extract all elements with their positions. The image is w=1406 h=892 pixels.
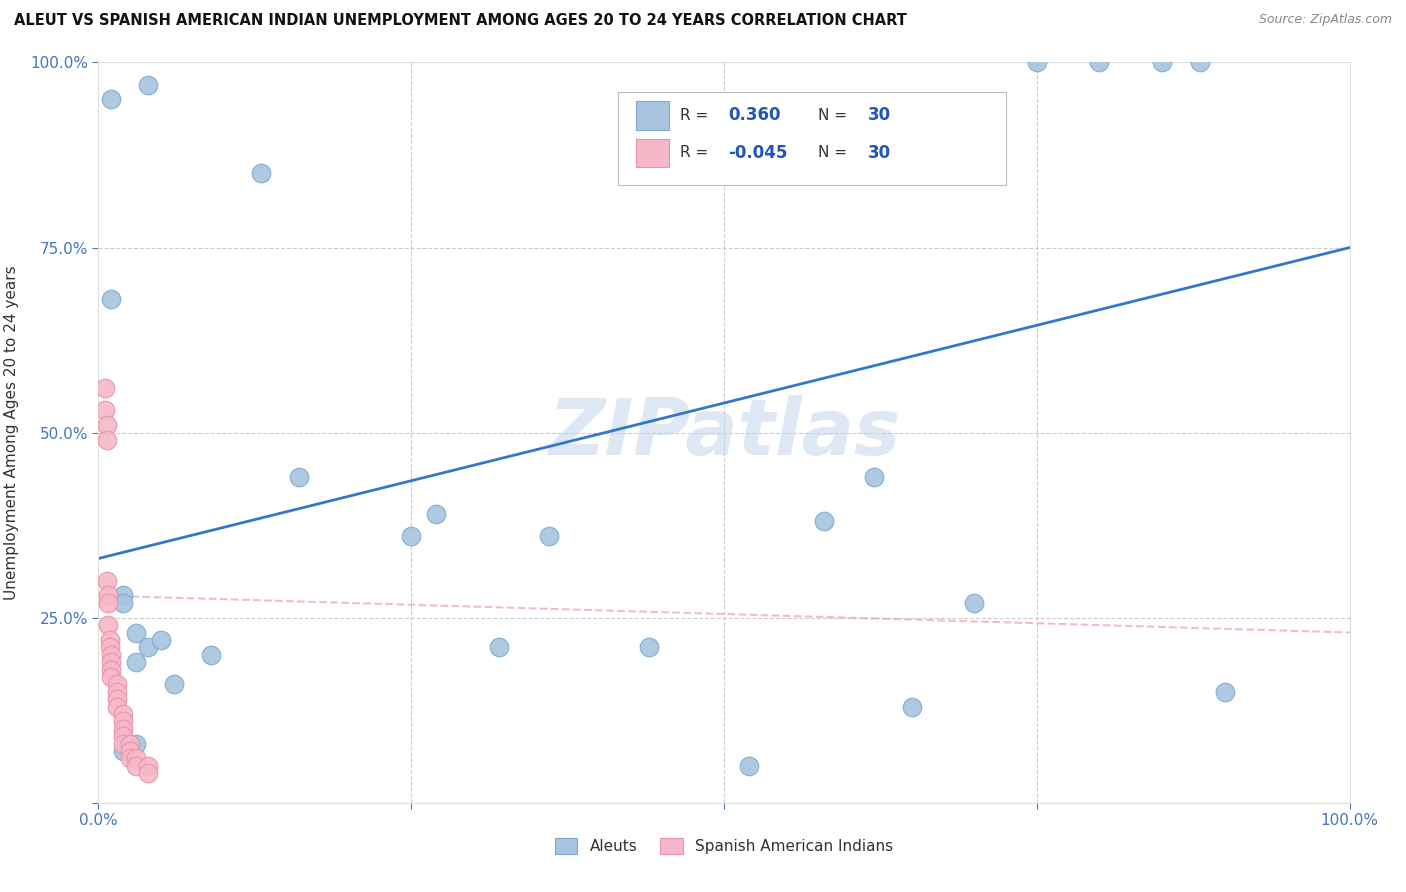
Point bbox=[96, 433, 118, 447]
Point bbox=[118, 737, 141, 751]
Point bbox=[105, 699, 128, 714]
Point bbox=[112, 722, 135, 736]
Point bbox=[138, 78, 160, 92]
Point bbox=[125, 625, 148, 640]
Point bbox=[97, 618, 120, 632]
Point bbox=[100, 670, 122, 684]
Point bbox=[138, 640, 160, 655]
Point bbox=[138, 758, 160, 772]
Point bbox=[105, 677, 128, 691]
Text: 0.360: 0.360 bbox=[728, 106, 780, 124]
Point bbox=[112, 706, 135, 721]
Point bbox=[488, 640, 510, 655]
Point bbox=[863, 470, 886, 484]
Point bbox=[100, 648, 122, 662]
Point bbox=[112, 714, 135, 729]
Point bbox=[96, 574, 118, 588]
Point bbox=[1026, 55, 1049, 70]
Point bbox=[963, 596, 986, 610]
Point bbox=[105, 692, 128, 706]
Text: ALEUT VS SPANISH AMERICAN INDIAN UNEMPLOYMENT AMONG AGES 20 TO 24 YEARS CORRELAT: ALEUT VS SPANISH AMERICAN INDIAN UNEMPLO… bbox=[14, 13, 907, 29]
Point bbox=[112, 589, 135, 603]
Point bbox=[93, 381, 115, 395]
Point bbox=[1088, 55, 1111, 70]
Point bbox=[150, 632, 173, 647]
Point bbox=[112, 596, 135, 610]
Point bbox=[97, 596, 120, 610]
Text: 30: 30 bbox=[868, 106, 891, 124]
Text: -0.045: -0.045 bbox=[728, 144, 787, 161]
Y-axis label: Unemployment Among Ages 20 to 24 years: Unemployment Among Ages 20 to 24 years bbox=[4, 265, 18, 600]
Point bbox=[97, 589, 120, 603]
Point bbox=[100, 655, 122, 669]
Point bbox=[738, 758, 761, 772]
Point bbox=[250, 166, 273, 180]
Point bbox=[900, 699, 922, 714]
Point bbox=[96, 418, 118, 433]
Point bbox=[287, 470, 309, 484]
Text: R =: R = bbox=[681, 108, 713, 123]
Text: N =: N = bbox=[818, 108, 852, 123]
Point bbox=[105, 685, 128, 699]
Text: Source: ZipAtlas.com: Source: ZipAtlas.com bbox=[1258, 13, 1392, 27]
Text: ZIPatlas: ZIPatlas bbox=[548, 394, 900, 471]
Point bbox=[1188, 55, 1211, 70]
Text: 30: 30 bbox=[868, 144, 891, 161]
Point bbox=[1213, 685, 1236, 699]
Point bbox=[1150, 55, 1173, 70]
Point bbox=[125, 758, 148, 772]
Point bbox=[112, 744, 135, 758]
Point bbox=[813, 515, 835, 529]
Point bbox=[537, 529, 560, 543]
Point bbox=[638, 640, 661, 655]
FancyBboxPatch shape bbox=[637, 138, 669, 167]
Point bbox=[125, 751, 148, 765]
Point bbox=[118, 744, 141, 758]
Point bbox=[100, 663, 122, 677]
Legend: Aleuts, Spanish American Indians: Aleuts, Spanish American Indians bbox=[547, 830, 901, 862]
Point bbox=[118, 751, 141, 765]
Point bbox=[138, 766, 160, 780]
Point bbox=[98, 640, 121, 655]
Point bbox=[125, 737, 148, 751]
Point bbox=[98, 632, 121, 647]
Point bbox=[100, 92, 122, 106]
Point bbox=[125, 655, 148, 669]
FancyBboxPatch shape bbox=[637, 101, 669, 129]
Point bbox=[93, 403, 115, 417]
Point bbox=[112, 729, 135, 743]
Text: N =: N = bbox=[818, 145, 852, 161]
Text: R =: R = bbox=[681, 145, 713, 161]
Point bbox=[401, 529, 423, 543]
Point bbox=[100, 293, 122, 307]
Point bbox=[112, 737, 135, 751]
Point bbox=[162, 677, 184, 691]
FancyBboxPatch shape bbox=[617, 92, 1005, 185]
Point bbox=[200, 648, 222, 662]
Point bbox=[425, 507, 447, 521]
